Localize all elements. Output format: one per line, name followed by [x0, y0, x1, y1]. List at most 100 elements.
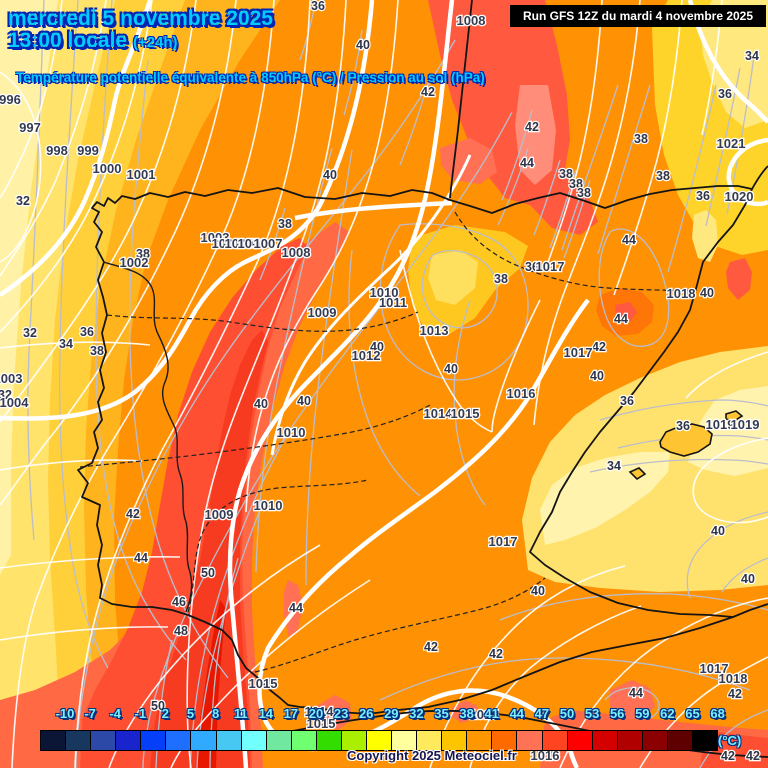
theta-e-contour-label: 32 — [16, 194, 30, 208]
scale-value-label: 5 — [186, 706, 195, 721]
theta-e-contour-label: 48 — [174, 624, 188, 638]
scale-value-label: 29 — [384, 706, 399, 721]
time-label: 13:00 locale (+24h) — [8, 29, 178, 53]
pressure-contour-label: 1009 — [205, 507, 234, 522]
pressure-contour-label: 1004 — [212, 236, 242, 251]
theta-e-contour-label: 42 — [421, 85, 435, 99]
theta-e-contour-label: 44 — [629, 686, 643, 700]
theta-e-contour-label: 34 — [745, 49, 759, 63]
scale-unit-label: (°C) — [718, 733, 742, 748]
scale-cell — [216, 730, 242, 751]
theta-e-contour-label: 38 — [634, 132, 648, 146]
parameter-subtitle: Température potentielle équivalente à 85… — [16, 70, 485, 85]
scale-value-label: 41 — [484, 706, 499, 721]
theta-e-contour-label: 42 — [424, 640, 438, 654]
tajo-river — [79, 403, 433, 468]
pressure-contour-label: 1011 — [379, 295, 407, 310]
portugal-spain-border — [102, 261, 193, 613]
pressure-contour-label: 1010 — [370, 285, 399, 300]
pressure-contour-label: 1018 — [719, 671, 748, 686]
scale-cell — [442, 730, 468, 751]
scale-value-label: 20 — [308, 706, 324, 721]
pressure-contour-label: 1019 — [706, 417, 735, 432]
scale-cell — [91, 730, 117, 751]
scale-value-label: 50 — [559, 706, 575, 721]
pressure-contour-label: 1014 — [424, 406, 454, 421]
date-label: mercredi 5 novembre 2025 — [8, 7, 273, 30]
theta-e-contour-label: 36 — [718, 87, 732, 101]
scale-value-label: 59 — [635, 706, 650, 721]
pressure-contour-label: 1007 — [254, 236, 283, 251]
pressure-contour-label: 1014 — [305, 704, 335, 719]
scale-cell — [291, 730, 317, 751]
scale-cell — [617, 730, 643, 751]
pressure-contour-label: 1016 — [531, 748, 560, 763]
theta-e-contour-label: 42 — [746, 749, 760, 763]
theta-e-contour-label: 34 — [59, 337, 73, 351]
france-med-coast — [751, 165, 768, 190]
pressure-contour-label: 1005 — [225, 236, 254, 251]
scale-cell — [116, 730, 142, 751]
theta-e-contour-label: 42 — [525, 120, 539, 134]
theta-e-contour-label: 50 — [151, 699, 165, 713]
scale-value-label: 53 — [584, 706, 600, 721]
pressure-contour-label: 1015 — [307, 716, 336, 731]
theta-e-contour-label: 42 — [721, 749, 735, 763]
theta-e-contour-label: 36 — [620, 394, 634, 408]
pressure-contour-label: 999 — [77, 143, 99, 158]
pressure-contour-label: 1010 — [254, 498, 283, 513]
scale-cell — [392, 730, 418, 751]
theta-e-contour-label: 36 — [311, 0, 325, 13]
theta-e-contour-label: 40 — [370, 340, 384, 354]
menorca-island — [725, 410, 744, 422]
scale-value-label: 65 — [685, 706, 700, 721]
scale-cell — [693, 730, 719, 751]
scale-cell — [141, 730, 167, 751]
scale-value-label: 47 — [534, 706, 550, 721]
scale-cell — [40, 730, 67, 751]
scale-value-label: -10 — [55, 706, 75, 721]
theta-e-contour-label: 44 — [614, 312, 628, 326]
scale-cell — [667, 730, 694, 751]
pressure-contour-label: 1017 — [700, 661, 729, 676]
theta-e-contour-label: 36 — [80, 325, 94, 339]
theta-e-contour-label: 38 — [136, 247, 150, 261]
pressure-contour-label: 1020 — [725, 189, 754, 204]
theta-e-contour-label: 42 — [489, 647, 503, 661]
scale-cell — [417, 730, 443, 751]
iberia-coastline — [77, 185, 753, 715]
theta-e-contour-label: 40 — [323, 168, 337, 182]
theta-e-contour-label: 38 — [656, 169, 670, 183]
theta-e-contour-label: 44 — [134, 551, 148, 565]
pressure-contour-label: 1017 — [536, 259, 565, 274]
theta-e-contour-label: 44 — [622, 233, 636, 247]
theta-e-contour-label: 44 — [520, 156, 534, 170]
pressure-contour-label: 1015 — [470, 707, 499, 722]
pressure-contour-label: 998 — [46, 143, 68, 158]
scale-value-label: -7 — [84, 706, 96, 721]
scale-cell — [266, 730, 292, 751]
pressure-contour-label: 1003 — [0, 371, 22, 386]
theta-e-contour-label: 32 — [23, 326, 37, 340]
ibiza-island — [628, 467, 647, 481]
theta-e-contour-label: 38 — [494, 272, 508, 286]
scale-value-label: 56 — [609, 706, 625, 721]
scale-cell — [166, 730, 192, 751]
scale-cell — [241, 730, 267, 751]
scale-cell — [191, 730, 217, 751]
scale-value-label: 2 — [161, 706, 169, 721]
scale-value-label: 23 — [333, 706, 349, 721]
scale-value-label: 26 — [358, 706, 374, 721]
theta-e-contour-label: 40 — [700, 286, 714, 300]
scale-cell — [567, 730, 593, 751]
pressure-contour-label: 1013 — [420, 323, 449, 338]
theta-e-contour-label: 38 — [278, 217, 292, 231]
guadalquivir-river — [254, 577, 546, 673]
scale-value-label: 11 — [233, 706, 248, 721]
theta-e-contour-label: 38 — [569, 177, 583, 191]
pressure-contour-label: 1000 — [93, 161, 122, 176]
pressure-contour-label: 1002 — [120, 255, 149, 270]
